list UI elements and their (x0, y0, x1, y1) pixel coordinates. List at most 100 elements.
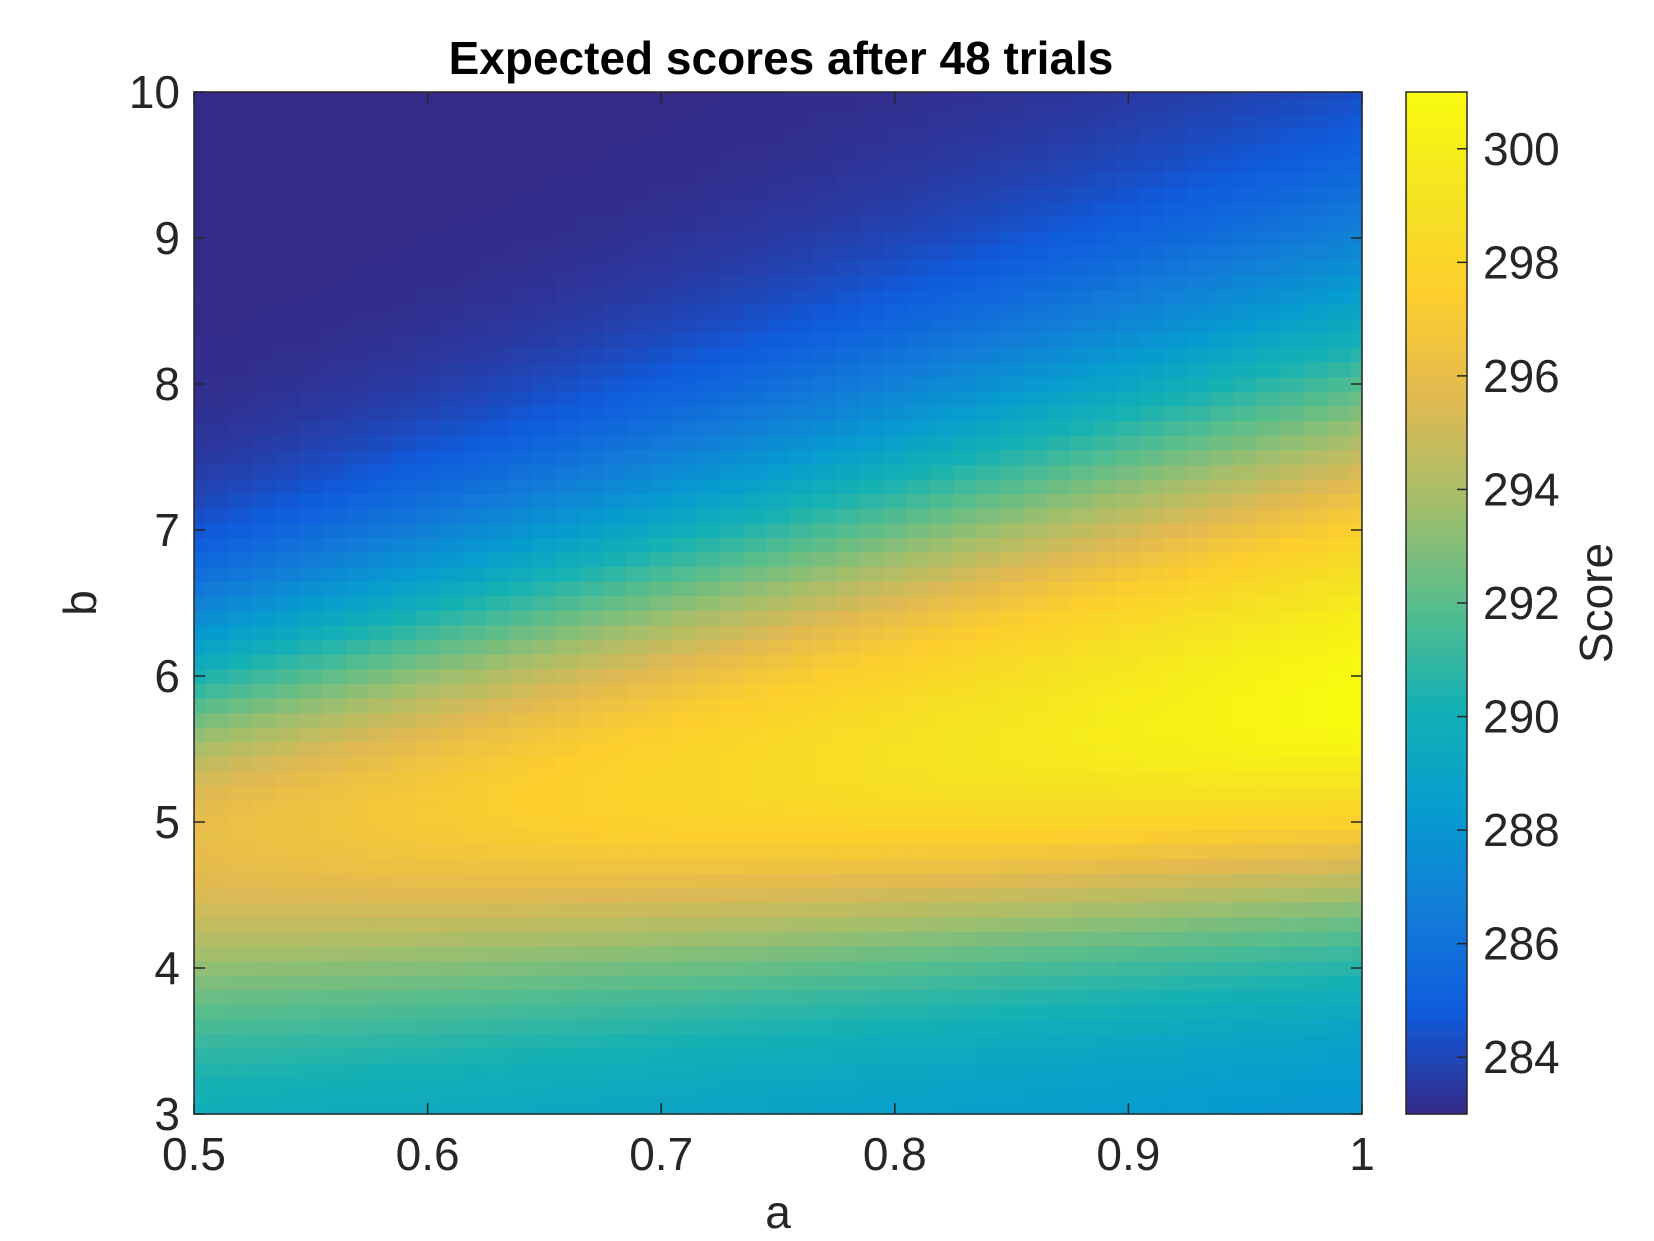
heatmap-cell (672, 113, 697, 130)
heatmap-cell (509, 449, 534, 465)
heatmap-cell (953, 1077, 978, 1093)
heatmap-cell (1140, 858, 1165, 874)
heatmap-cell (252, 113, 277, 130)
heatmap-cell (696, 128, 721, 144)
heatmap-cell (509, 551, 534, 568)
heatmap-cell (1070, 668, 1094, 684)
heatmap-cell (696, 230, 721, 246)
heatmap-cell (1280, 508, 1305, 524)
heatmap-cell (415, 873, 440, 889)
heatmap-cell (369, 946, 394, 962)
x-axis-ticks: 0.5 0.6 0.7 0.8 0.9 1 (162, 92, 1375, 1180)
heatmap-cell (626, 259, 651, 276)
heatmap-cell (462, 99, 487, 115)
heatmap-cell (1023, 420, 1048, 436)
heatmap-cell (1163, 916, 1188, 933)
heatmap-cell (1280, 902, 1305, 918)
heatmap-cell (626, 916, 651, 933)
heatmap-cell (953, 508, 978, 524)
heatmap-cell (1303, 683, 1328, 699)
heatmap-cell (883, 770, 908, 787)
heatmap-cell (275, 1077, 300, 1093)
heatmap-cell (1070, 654, 1094, 670)
heatmap-cell (579, 683, 604, 699)
heatmap-cell (742, 756, 767, 772)
heatmap-cell (999, 873, 1024, 889)
heatmap-cell (556, 464, 581, 480)
heatmap-cell (789, 1019, 814, 1035)
heatmap-cell (1210, 172, 1235, 188)
heatmap-cell (602, 829, 627, 845)
heatmap-cell (836, 566, 861, 582)
heatmap-cell (742, 347, 767, 363)
heatmap-cell (672, 478, 697, 495)
heatmap-cell (976, 1106, 1001, 1115)
heatmap-cell (1093, 1033, 1118, 1049)
heatmap-cell (719, 654, 744, 670)
heatmap-cell (649, 405, 674, 422)
heatmap-cell (392, 639, 417, 655)
heatmap-cell (999, 1106, 1024, 1115)
heatmap-cell (205, 216, 230, 232)
heatmap-cell (1140, 610, 1165, 626)
heatmap-cell (1233, 230, 1258, 246)
heatmap-cell (194, 464, 207, 480)
heatmap-cell (415, 201, 440, 217)
heatmap-cell (742, 128, 767, 144)
heatmap-cell (696, 785, 721, 801)
heatmap-cell (532, 829, 557, 845)
heatmap-cell (1163, 887, 1188, 903)
heatmap-cell (602, 814, 627, 830)
heatmap-cell (649, 464, 674, 480)
heatmap-cell (1093, 1019, 1118, 1035)
heatmap-cell (906, 785, 931, 801)
heatmap-cell (649, 347, 674, 363)
colorbar-segment (1406, 245, 1467, 255)
heatmap-cell (486, 347, 510, 363)
heatmap-cell (1093, 829, 1118, 845)
heatmap-cell (1163, 522, 1188, 538)
heatmap-cell (462, 508, 487, 524)
heatmap-cell (579, 157, 604, 173)
heatmap-cell (742, 843, 767, 860)
heatmap-cell (1233, 887, 1258, 903)
heatmap-cell (509, 931, 534, 947)
heatmap-cell (299, 537, 324, 553)
heatmap-cell (275, 581, 300, 597)
heatmap-cell (929, 989, 954, 1006)
colorbar-segment (1406, 790, 1467, 800)
heatmap-cell (1046, 435, 1071, 451)
heatmap-cell (999, 99, 1024, 115)
heatmap-cell (299, 566, 324, 582)
heatmap-cell (929, 216, 954, 232)
heatmap-cell (953, 785, 978, 801)
heatmap-cell (439, 843, 464, 860)
heatmap-cell (369, 668, 394, 684)
heatmap-cell (1210, 362, 1235, 378)
heatmap-cell (1303, 902, 1328, 918)
heatmap-cell (205, 201, 230, 217)
heatmap-cell (1303, 259, 1328, 276)
heatmap-cell (1256, 581, 1281, 597)
heatmap-cell (672, 916, 697, 933)
heatmap-cell (1046, 464, 1071, 480)
heatmap-cell (813, 683, 837, 699)
heatmap-cell (579, 172, 604, 188)
heatmap-cell (1256, 289, 1281, 305)
heatmap-cell (976, 274, 1001, 290)
heatmap-cell (1233, 172, 1258, 188)
heatmap-cell (906, 143, 931, 159)
colorbar-segment (1406, 466, 1467, 476)
heatmap-cell (194, 624, 207, 641)
heatmap-cell (1116, 639, 1141, 655)
heatmap-cell (1280, 332, 1305, 349)
heatmap-cell (906, 405, 931, 422)
heatmap-cell (813, 420, 837, 436)
heatmap-cell (509, 113, 534, 130)
heatmap-cell (696, 493, 721, 509)
heatmap-cell (1303, 143, 1328, 159)
heatmap-cell (672, 1048, 697, 1064)
heatmap-cell (299, 391, 324, 407)
heatmap-cell (696, 551, 721, 568)
heatmap-cell (194, 595, 207, 611)
